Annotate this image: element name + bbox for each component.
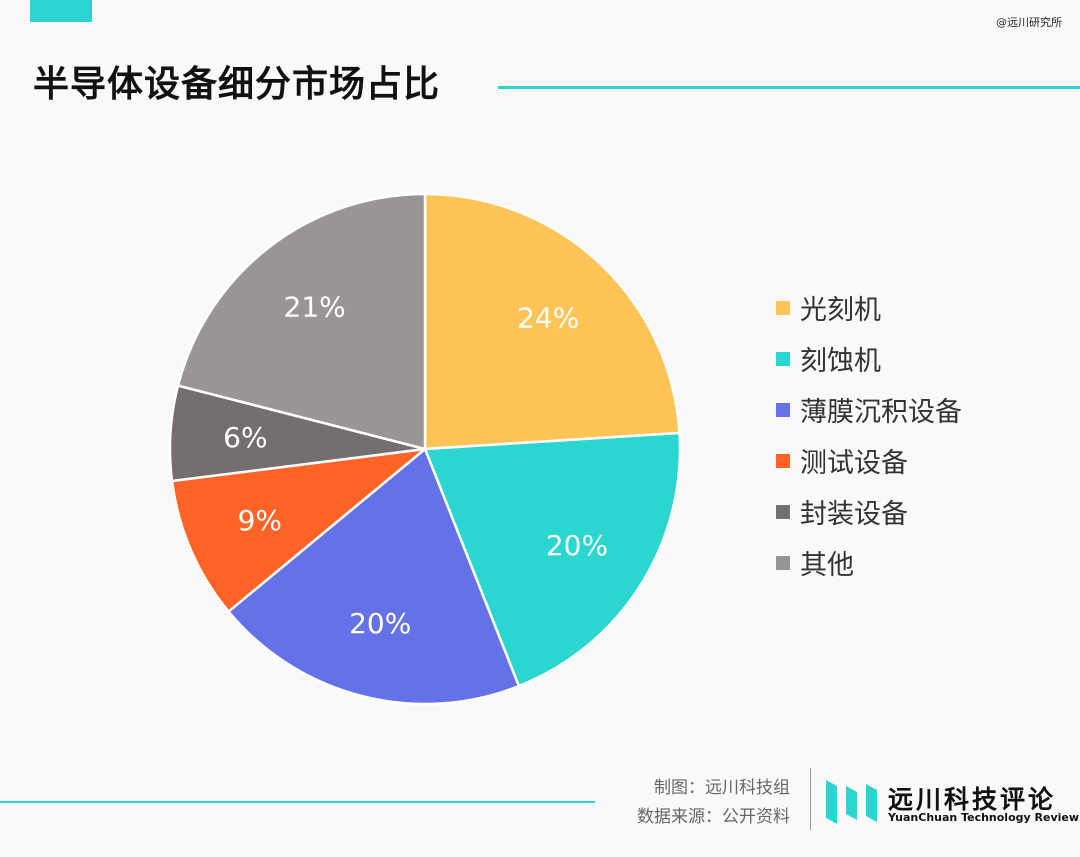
legend-item: 刻蚀机 — [776, 333, 962, 384]
pie-slice-1 — [423, 431, 682, 688]
watermark: @远川研究所 — [996, 16, 1062, 29]
pie-slice-3 — [170, 447, 430, 614]
legend-item: 薄膜沉积设备 — [776, 384, 962, 435]
legend-swatch — [776, 453, 790, 468]
legend-item: 光刻机 — [776, 282, 962, 333]
legend-label: 光刻机 — [800, 295, 881, 326]
legend-item: 测试设备 — [776, 435, 962, 486]
corner-accent-block — [30, 0, 92, 22]
page-title: 半导体设备细分市场占比 — [33, 64, 441, 105]
pie-slice-0 — [423, 192, 681, 451]
legend-label: 刻蚀机 — [800, 346, 881, 377]
legend-swatch — [776, 504, 790, 519]
legend-item: 其他 — [776, 537, 962, 588]
pie-slice-label-4: 6% — [223, 421, 267, 454]
legend-swatch — [776, 351, 790, 366]
pie-slice-label-2: 20% — [349, 607, 411, 640]
footer-divider-line — [0, 801, 595, 803]
legend-swatch — [776, 300, 790, 315]
legend-item: 封装设备 — [776, 486, 962, 537]
legend-swatch — [776, 555, 790, 570]
credit-text: 制图：远川科技组 — [654, 778, 790, 798]
pie-slice-label-0: 24% — [517, 301, 579, 334]
footer-credits: 制图：远川科技组 数据来源：公开资料 — [637, 774, 790, 832]
chart-legend: 光刻机刻蚀机薄膜沉积设备 测试设备封装设备其他 — [776, 282, 962, 588]
brand-name-cn: 远川科技评论 — [888, 785, 1057, 814]
pie-slice-label-3: 9% — [238, 504, 282, 537]
title-divider-line — [498, 86, 1080, 89]
legend-label: 其他 — [800, 550, 854, 581]
pie-slice-label-1: 20% — [546, 529, 608, 562]
brand-logo-icon — [826, 780, 877, 824]
pie-slice-5 — [176, 192, 427, 451]
pie-slice-label-5: 21% — [284, 290, 346, 323]
legend-swatch — [776, 402, 790, 417]
pie-slice-2 — [226, 446, 521, 706]
source-text: 数据来源：公开资料 — [637, 807, 790, 827]
legend-label: 薄膜沉积设备 — [800, 397, 962, 428]
brand-name-en: YuanChuan Technology Review — [888, 811, 1080, 824]
footer-vertical-divider — [810, 768, 811, 830]
legend-label: 封装设备 — [800, 499, 908, 530]
legend-label: 测试设备 — [800, 448, 908, 479]
